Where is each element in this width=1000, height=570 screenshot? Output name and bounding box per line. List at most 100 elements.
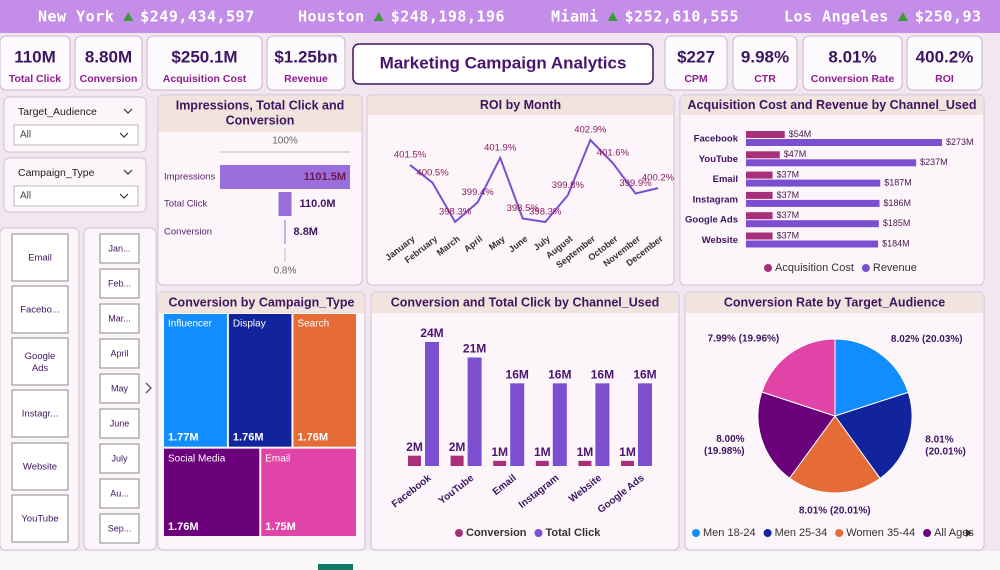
bar — [467, 357, 482, 466]
kpi-card — [906, 35, 983, 91]
bar — [595, 383, 610, 466]
legend-label: All Ages — [934, 527, 974, 539]
channel-button[interactable] — [11, 285, 69, 334]
kpi-label: CTR — [754, 73, 776, 85]
channel-button[interactable] — [11, 233, 69, 282]
funnel-card — [157, 94, 363, 286]
legend-swatch — [534, 529, 543, 537]
legend-label: Men 25-34 — [775, 527, 828, 539]
legend-label: Men 18-24 — [703, 527, 756, 539]
channel-button[interactable] — [11, 442, 69, 491]
data-label: $187M — [884, 177, 912, 187]
dashboard-title: Marketing Campaign Analytics — [380, 53, 627, 72]
channel-button-label: Website — [23, 462, 57, 473]
chart-title: Conversion Rate by Target_Audience — [724, 295, 945, 309]
y-category-label: Instagram — [693, 194, 738, 205]
ticker-city: Houston — [298, 8, 365, 26]
chart-title: ROI by Month — [480, 98, 561, 112]
data-label: 401.5% — [394, 149, 427, 160]
data-label: 16M — [591, 368, 614, 382]
slicer-dropdown[interactable] — [13, 124, 139, 146]
dropdown-chevron — [119, 193, 129, 199]
scroll-arrow — [145, 382, 152, 394]
data-label: $37M — [777, 210, 800, 220]
kpi-label: Conversion — [80, 73, 138, 85]
kpi-value: 400.2% — [916, 47, 974, 66]
month-button[interactable] — [99, 303, 140, 334]
bar — [408, 455, 421, 466]
ticker-city: New York — [38, 8, 114, 26]
channel-button[interactable] — [11, 337, 69, 386]
data-label: 400.5% — [416, 167, 449, 178]
month-button[interactable] — [99, 513, 140, 544]
kpi-value: $227 — [677, 47, 715, 66]
month-button-label: Mar... — [108, 313, 131, 323]
kpi-card — [266, 35, 346, 91]
data-label: 16M — [506, 368, 529, 382]
treemap-tile — [293, 314, 356, 447]
data-label: 8.02% (20.03%) — [891, 334, 963, 345]
month-button-label: Jan... — [108, 243, 130, 253]
data-label: 24M — [420, 326, 443, 340]
data-label: $37M — [777, 230, 800, 240]
month-button[interactable] — [99, 478, 140, 509]
bar — [746, 220, 879, 228]
month-button[interactable] — [99, 268, 140, 299]
channel-button-label: Email — [28, 253, 52, 264]
slicer-chevron — [123, 108, 133, 114]
kpi-value: 110M — [14, 47, 56, 66]
bar — [746, 131, 785, 138]
data-label: 401.9% — [484, 142, 517, 153]
pie-slice — [788, 415, 881, 494]
month-button[interactable] — [99, 443, 140, 474]
data-label: 8.01% (20.01%) — [799, 506, 871, 517]
legend-label: Women 35-44 — [846, 527, 915, 539]
bar — [510, 383, 525, 466]
tile-value: 1.76M — [297, 432, 328, 444]
month-button[interactable] — [99, 408, 140, 439]
kpi-card — [146, 35, 263, 91]
data-label: 1M — [534, 445, 551, 459]
ticker-bar — [0, 0, 1000, 33]
bar — [535, 460, 549, 466]
data-label: 7.99% (19.96%) — [708, 334, 780, 345]
bar — [746, 139, 942, 146]
slicer-dropdown[interactable] — [13, 185, 139, 207]
bar-card — [370, 291, 680, 551]
data-label: 398.3% — [439, 207, 472, 218]
data-label: $237M — [920, 157, 948, 167]
kpi-card — [732, 35, 798, 91]
month-button-label: June — [110, 418, 130, 428]
kpi-label: Acquisition Cost — [163, 73, 247, 85]
channel-button[interactable] — [11, 389, 69, 438]
bar — [746, 232, 773, 240]
data-label: 401.6% — [597, 148, 630, 159]
data-label: $37M — [777, 190, 800, 200]
data-label: 399.4% — [462, 187, 495, 198]
legend-label: Total Click — [546, 527, 602, 539]
kpi-label: Total Click — [9, 73, 61, 85]
legend-scroll-arrow[interactable] — [966, 529, 972, 537]
month-button[interactable] — [99, 338, 140, 369]
kpi-card — [74, 35, 143, 91]
bar — [746, 159, 917, 167]
slicer-label: Target_Audience — [18, 106, 97, 118]
legend-swatch — [692, 529, 700, 537]
chart-title: Impressions, Total Click and Conversion — [176, 99, 345, 128]
channel-button[interactable] — [11, 494, 69, 543]
data-label: $273M — [946, 137, 974, 147]
month-button[interactable] — [99, 373, 140, 404]
month-button-label: Sep... — [108, 523, 132, 533]
kpi-label: CPM — [684, 73, 708, 85]
funnel-bar — [278, 192, 292, 216]
funnel-value-label: 110.0M — [299, 198, 335, 210]
y-category-label: Google Ads — [685, 215, 738, 226]
data-label: $47M — [784, 149, 807, 159]
ticker-value: $249,434,597 — [140, 8, 254, 26]
slicer-selection: All — [20, 130, 31, 141]
channel-button-label: Google Ads — [25, 351, 56, 374]
legend-label: Revenue — [873, 262, 917, 274]
month-button[interactable] — [99, 233, 140, 264]
